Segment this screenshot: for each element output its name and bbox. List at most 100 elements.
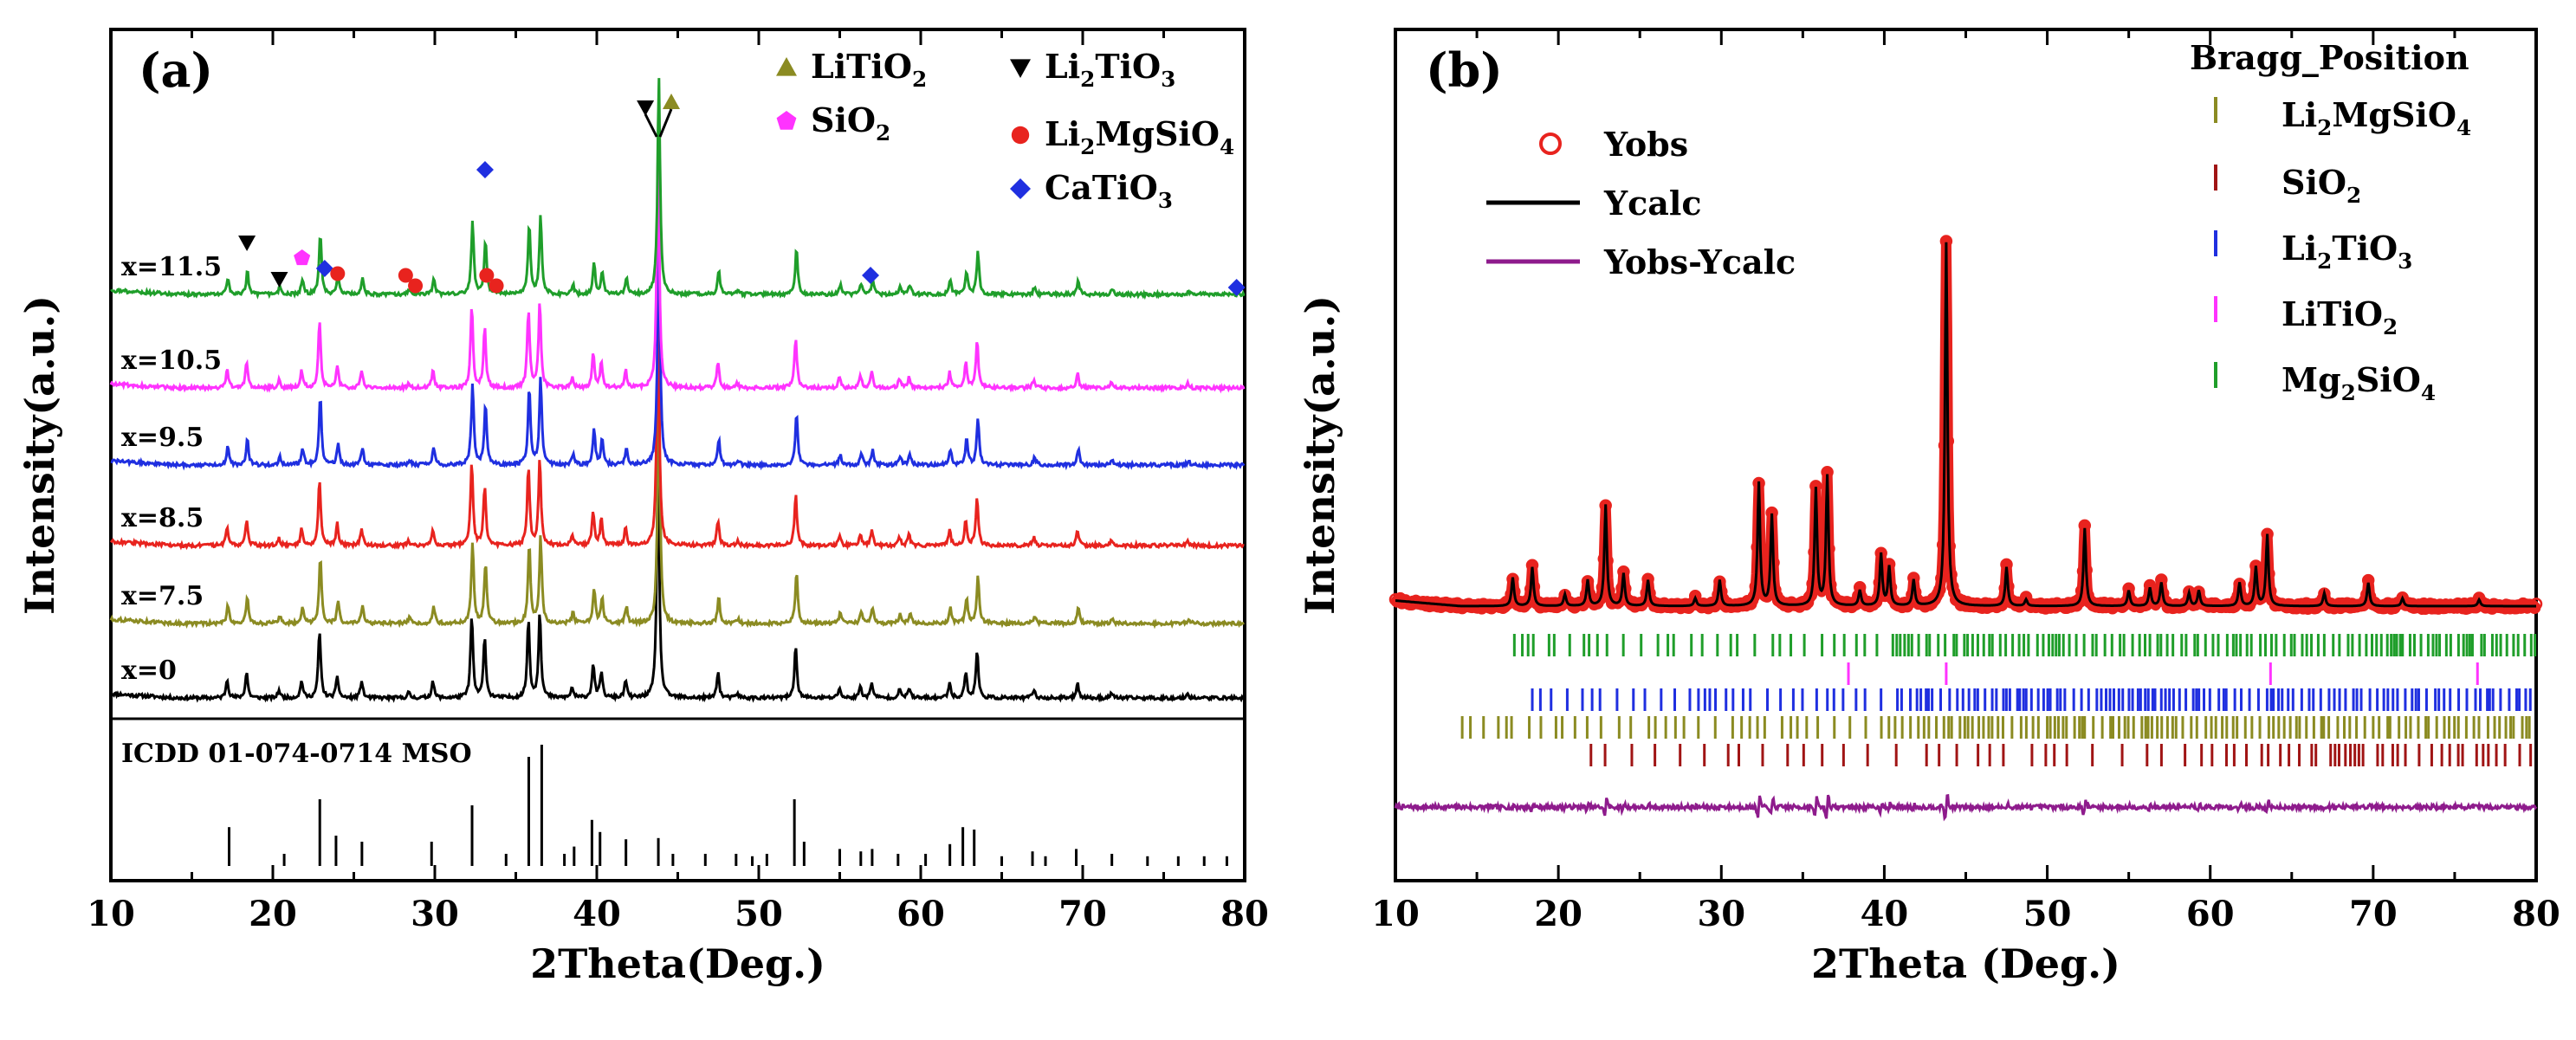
plot-frame — [1394, 28, 2538, 882]
formula-part-pre: LiTiO — [811, 47, 912, 86]
phase-marker-catio3 — [1227, 279, 1246, 296]
phase-marker-li2mgsio4 — [408, 278, 424, 294]
phase-marker-catio3 — [315, 260, 333, 277]
bragg-row-mg2sio4 — [1512, 634, 2537, 656]
legend-marker-li2tio3 — [1010, 59, 1031, 78]
xrd-pattern-x-10p5 — [109, 146, 1246, 394]
xrd-pattern-x-7p5 — [109, 384, 1245, 630]
legend-label: Yobs-Ycalc — [1603, 242, 1796, 281]
formula-part-sub: 2 — [2317, 249, 2332, 274]
panel-a-label: (a) — [139, 42, 213, 98]
sample-label: x=10.5 — [121, 346, 222, 376]
formula-part-sub2: 3 — [1161, 67, 1175, 92]
formula-part-sub: 2 — [2346, 183, 2361, 208]
legend-label-li2mgsio4: Li2MgSiO4 — [1045, 114, 1234, 159]
formula-part-pre: SiO — [2282, 163, 2346, 202]
legend-label: Ycalc — [1603, 184, 1701, 223]
formula-part-pre: Li — [2282, 229, 2317, 268]
x-tick-label: 50 — [2023, 894, 2072, 934]
bragg-legend-label-litio2: LiTiO2 — [2282, 294, 2398, 339]
legend-marker-catio3 — [1010, 178, 1031, 199]
phase-marker-catio3 — [862, 267, 880, 284]
legend-marker-sio2 — [776, 111, 797, 130]
x-tick-label: 10 — [87, 894, 135, 934]
xrd-pattern-x-11p5 — [110, 78, 1246, 300]
phase-marker-litio2 — [663, 94, 681, 109]
formula-part-pre: Mg — [2282, 360, 2341, 399]
formula-part-sub2: 3 — [2398, 249, 2412, 274]
reference-pattern-label: ICDD 01-074-0714 MSO — [121, 739, 472, 769]
x-tick-label: 40 — [1861, 894, 1909, 934]
phase-marker-li2mgsio4 — [479, 268, 495, 283]
formula-part-pre: Li — [1045, 114, 1080, 153]
bragg-legend-label-li2tio3: Li2TiO3 — [2282, 229, 2412, 274]
legend-label-li2tio3: Li2TiO3 — [1045, 47, 1175, 92]
formula-part-pre: Li — [1045, 47, 1080, 86]
formula-part-sub: 2 — [2341, 380, 2356, 405]
x-tick-label: 60 — [2186, 894, 2235, 934]
x-tick-label: 40 — [573, 894, 621, 934]
formula-part-pre: LiTiO — [2282, 294, 2383, 333]
yobs-points — [1388, 235, 2543, 616]
legend-marker-litio2 — [776, 57, 797, 76]
formula-part-post: SiO — [2356, 360, 2421, 399]
sample-label: x=0 — [121, 656, 177, 686]
xrd-pattern-x-8p5 — [109, 300, 1245, 551]
legend-yobs-symbol — [1539, 132, 1562, 155]
panel-a-xrd-patterns: 10 20 30 40 50 60 70 80 2Theta(Deg.) Intensity(a.… — [16, 28, 1269, 987]
formula-part-sub: 2 — [1080, 67, 1095, 92]
formula-part-pre: CaTiO — [1045, 168, 1158, 207]
yobs-point — [2529, 598, 2543, 610]
x-tick-label: 80 — [2512, 894, 2560, 934]
xrd-pattern-x-9p5 — [110, 225, 1246, 471]
x-tick-label: 30 — [411, 894, 459, 934]
legend-label-catio3: CaTiO3 — [1045, 168, 1173, 213]
legend-label-litio2: LiTiO2 — [811, 47, 927, 92]
formula-part-sub2: 4 — [2421, 380, 2436, 405]
yobs-minus-ycalc-line — [1394, 793, 2538, 822]
bragg-row-li2tio3 — [1531, 688, 2532, 711]
formula-part-pre: Li — [2282, 95, 2317, 134]
phase-marker-li2tio3 — [270, 272, 288, 287]
marker-leader-line — [658, 108, 673, 138]
x-tick-label: 50 — [735, 894, 783, 934]
x-tick-label: 20 — [1534, 894, 1582, 934]
yobs-point — [1801, 596, 1815, 609]
formula-part-sub: 2 — [2383, 314, 2398, 339]
formula-part-post: TiO — [2332, 229, 2398, 268]
phase-marker-sio2 — [294, 249, 311, 266]
formula-part-sub: 2 — [2317, 115, 2332, 140]
phase-marker-catio3 — [476, 161, 494, 178]
bragg-legend-label-mg2sio4: Mg2SiO4 — [2282, 360, 2436, 405]
panel-b-rietveld-refinement: 10 20 30 40 50 60 70 80 2Theta (Deg.) Intensity(a… — [1297, 28, 2560, 987]
legend-marker-li2mgsio4 — [1011, 126, 1030, 145]
x-tick-label: 20 — [249, 894, 297, 934]
y-axis-title: Intensity(a.u.) — [1297, 295, 1343, 615]
x-tick-label: 10 — [1371, 894, 1420, 934]
legend-label: Yobs — [1603, 125, 1688, 164]
formula-part-pre: SiO — [811, 100, 876, 139]
formula-part-sub2: 4 — [2456, 115, 2471, 140]
sample-label: x=7.5 — [121, 581, 204, 611]
y-axis-title: Intensity(a.u.) — [16, 295, 63, 615]
bragg-position-legend: Bragg_PositionLi2MgSiO4SiO2Li2TiO3LiTiO2… — [2190, 38, 2471, 405]
formula-part-sub2: 4 — [1220, 134, 1234, 159]
sample-label: x=9.5 — [121, 423, 204, 453]
ycalc-line — [1395, 242, 2536, 608]
x-axis-title: 2Theta(Deg.) — [530, 940, 825, 987]
phase-marker-li2tio3 — [238, 236, 256, 251]
bragg-legend-title: Bragg_Position — [2190, 38, 2469, 77]
phase-marker-li2mgsio4 — [398, 268, 413, 283]
formula-part-post: MgSiO — [2332, 95, 2456, 134]
marker-leader-line — [644, 113, 658, 138]
xrd-pattern-x-0 — [110, 454, 1246, 703]
formula-part-sub: 2 — [876, 120, 890, 145]
formula-part-sub: 3 — [1158, 188, 1173, 213]
x-tick-label: 30 — [1697, 894, 1745, 934]
phase-marker-li2mgsio4 — [330, 266, 346, 281]
bragg-row-litio2 — [1847, 662, 2479, 685]
yobs-point — [1803, 591, 1816, 604]
x-tick-label: 70 — [1058, 894, 1107, 934]
